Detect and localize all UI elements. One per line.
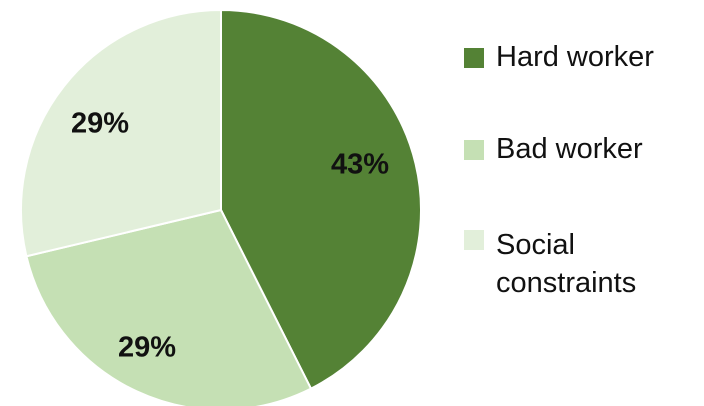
legend-label-bad-worker: Bad worker	[496, 133, 643, 165]
legend-swatch-hard-worker	[464, 48, 484, 68]
pie-slice-hard-worker	[220, 8, 422, 390]
legend-swatch-bad-worker	[464, 140, 484, 160]
legend-label-social-constraints: Social constraints	[496, 229, 637, 299]
legend-swatch-social-constraints	[464, 230, 484, 250]
legend-label-hard-worker: Hard worker	[496, 41, 654, 73]
data-label-social-constraints: 29%	[71, 108, 129, 140]
pie-slice-bad-worker	[25, 208, 313, 406]
data-label-hard-worker: 43%	[331, 149, 389, 181]
pie-slice-social-constraints	[20, 8, 222, 258]
data-label-bad-worker: 29%	[118, 332, 176, 364]
